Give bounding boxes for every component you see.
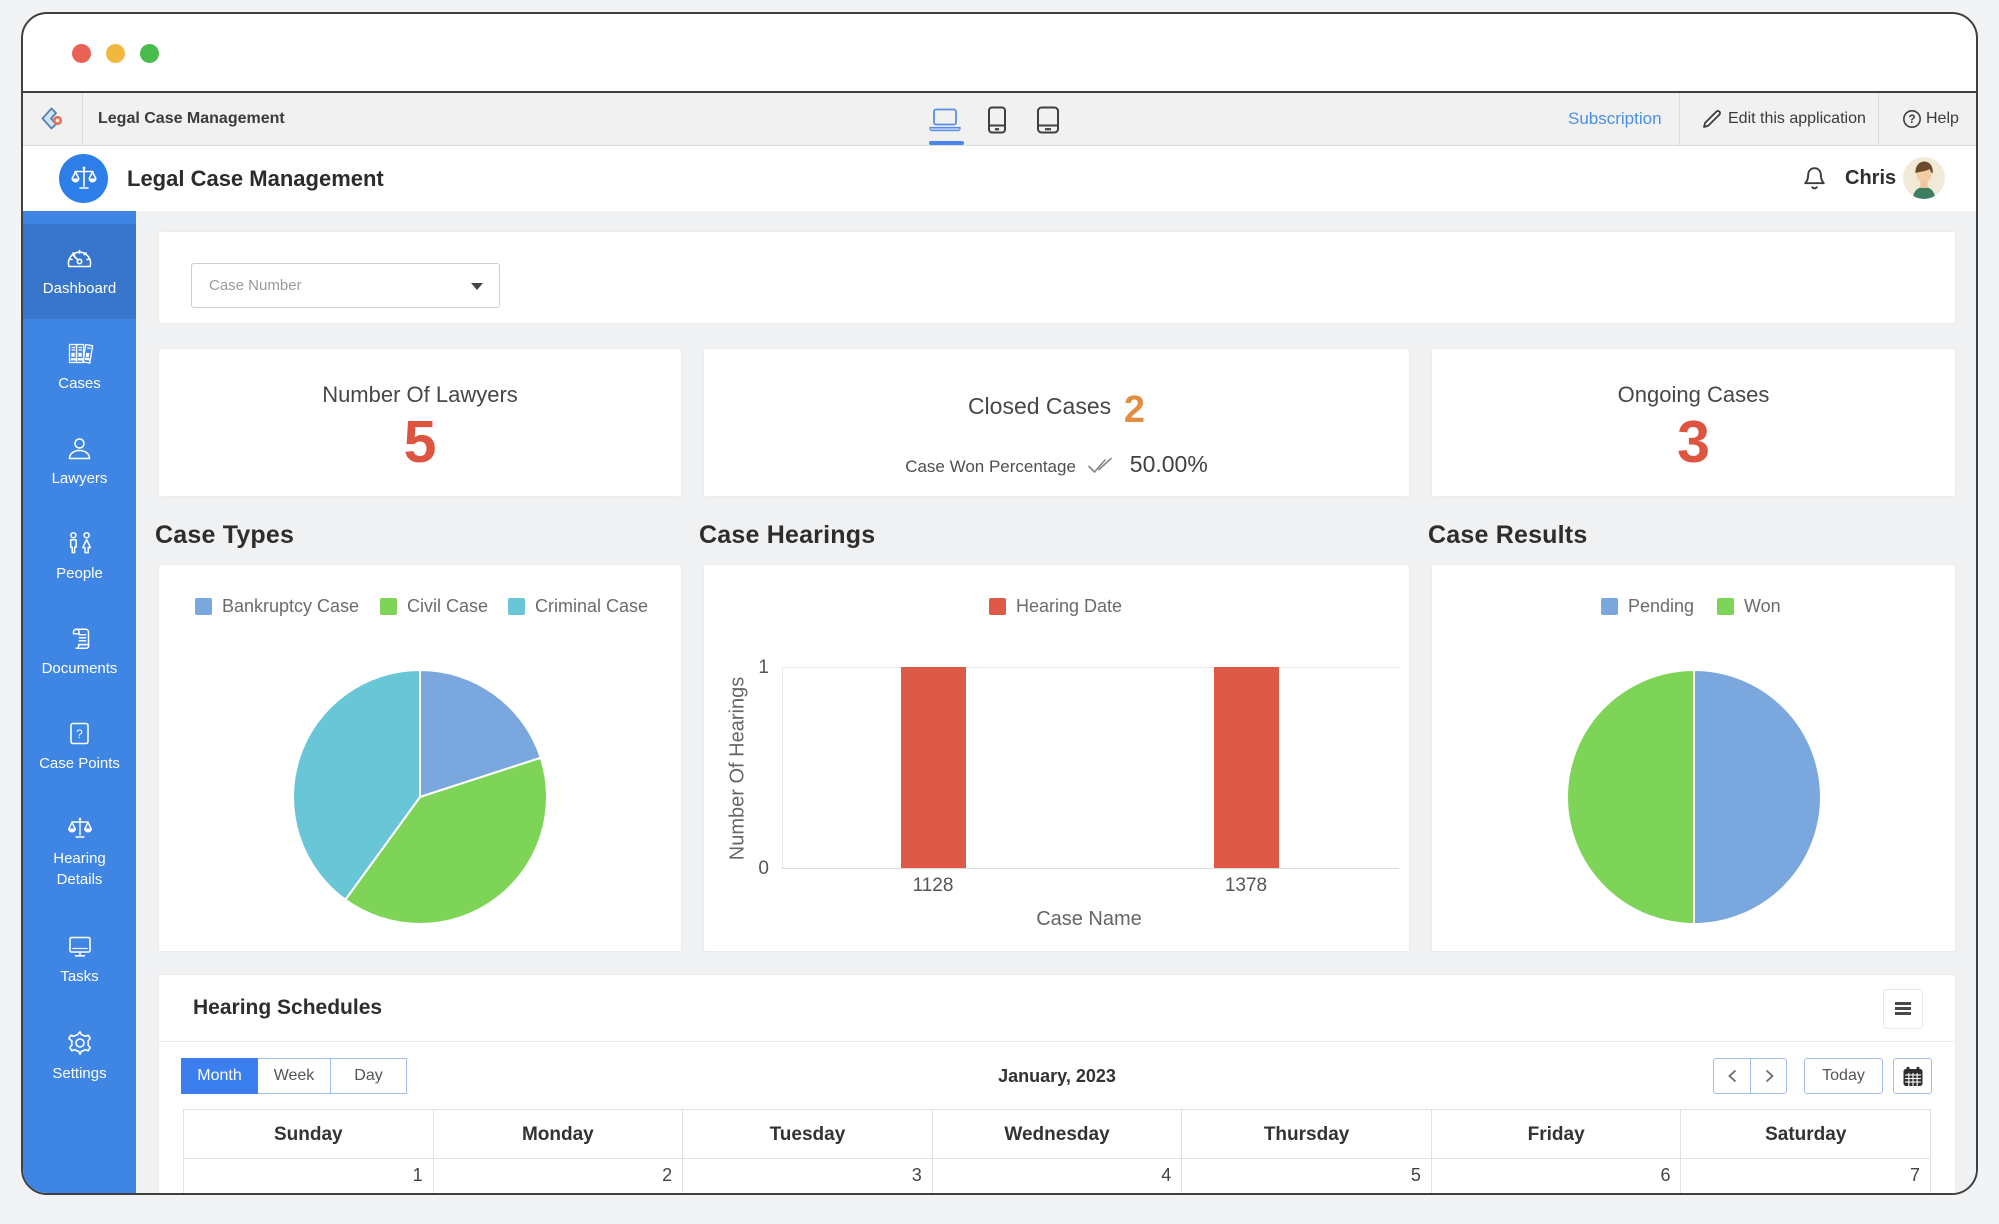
svg-text:?: ? [1908,112,1915,126]
svg-text:?: ? [76,727,83,741]
